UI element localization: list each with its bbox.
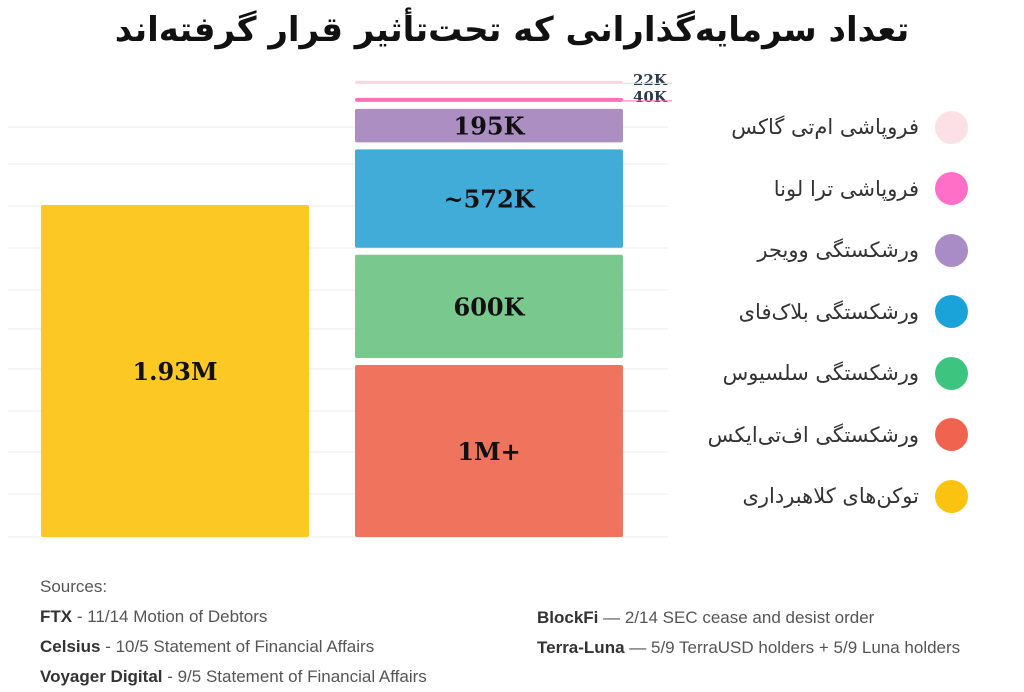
legend-label: ورشکستگی اف‌تی‌ایکس [707, 422, 919, 447]
data-label: 1M+ [457, 437, 520, 466]
bar-segment [41, 205, 309, 538]
legend-label: ورشکستگی بلاک‌فای [738, 299, 919, 324]
legend-swatch [935, 110, 968, 144]
legend-label: فروپاشی ام‌تی گاکس [731, 115, 919, 139]
legend-swatch [935, 356, 968, 390]
data-label: ~572K [443, 185, 535, 214]
legend-item: فروپاشی ام‌تی گاکس [731, 109, 968, 145]
sources-right: BlockFi — 2/14 SEC cease and desist orde… [537, 603, 960, 663]
legend-label: فروپاشی ترا لونا [773, 176, 919, 201]
data-label: 40K [633, 88, 668, 106]
legend-item: توکن‌های کلاهبرداری [742, 478, 968, 514]
legend-item: ورشکستگی وویجر [757, 232, 968, 268]
source-terra-luna: Terra-Luna — 5/9 TerraUSD holders + 5/9 … [537, 638, 961, 657]
bar-segment [355, 97, 623, 102]
bar-segment [355, 365, 623, 537]
source-celsius: Celsius - 10/5 Statement of Financial Af… [40, 637, 375, 656]
legend-swatch [935, 418, 968, 451]
data-label: 600K [454, 292, 526, 321]
bar-segment [355, 149, 623, 248]
legend-item: ورشکستگی بلاک‌فای [739, 294, 968, 330]
chart-title: تعداد سرمایه‌گذارانی که تحت‌تأثیر قرار گ… [114, 10, 910, 50]
legend-item: ورشکستگی سلسیوس [723, 355, 968, 391]
bar-segment [355, 254, 623, 358]
data-label: 22K [633, 71, 668, 89]
legend-swatch [935, 295, 968, 328]
sources-heading: Sources: [40, 577, 108, 596]
data-label: 1.93M [132, 357, 217, 386]
bar-segment [355, 80, 623, 84]
legend-swatch [935, 172, 968, 205]
source-voyager: Voyager Digital - 9/5 Statement of Finan… [40, 667, 427, 686]
legend-swatch [935, 233, 968, 267]
bar-segment [355, 108, 623, 143]
legend-swatch [935, 479, 968, 513]
legend-item: ورشکستگی اف‌تی‌ایکس [708, 417, 968, 453]
source-ftx: FTX - 11/14 Motion of Debtors [40, 607, 268, 626]
sources-left: Sources: FTX - 11/14 Motion of Debtors C… [40, 572, 427, 692]
legend-item: فروپاشی ترا لونا [774, 171, 968, 207]
legend-label: توکن‌های کلاهبرداری [742, 484, 919, 508]
source-blockfi: BlockFi — 2/14 SEC cease and desist orde… [537, 608, 875, 627]
legend-label: ورشکستگی سلسیوس [722, 361, 919, 385]
data-label: 195K [454, 112, 526, 141]
legend-label: ورشکستگی وویجر [757, 238, 919, 262]
